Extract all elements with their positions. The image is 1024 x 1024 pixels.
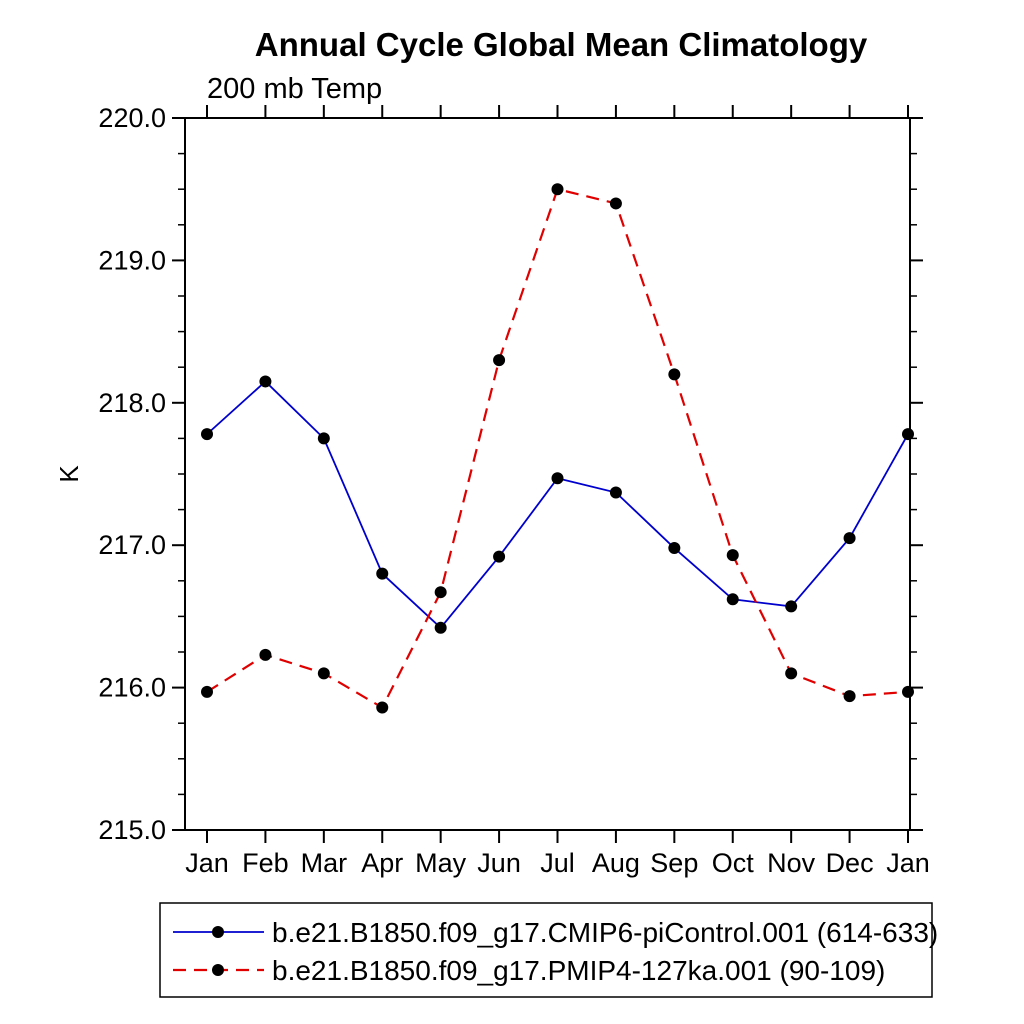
data-point-marker (726, 593, 739, 606)
legend: b.e21.B1850.f09_g17.CMIP6-piControl.001 … (159, 902, 938, 998)
data-point-marker (726, 549, 739, 562)
chart-title: Annual Cycle Global Mean Climatology (255, 26, 868, 63)
data-point-marker (668, 542, 681, 555)
x-tick-label: Jun (477, 848, 521, 878)
y-tick-label: 219.0 (98, 245, 166, 275)
data-point-marker (376, 701, 389, 714)
data-point-marker (434, 586, 447, 599)
legend-label: b.e21.B1850.f09_g17.CMIP6-piControl.001 … (272, 917, 938, 948)
x-tick-label: Oct (712, 848, 755, 878)
data-point-marker (493, 354, 506, 367)
data-point-marker (201, 428, 213, 441)
data-point-marker (902, 428, 914, 441)
x-tick-label: Apr (361, 848, 403, 878)
data-point-marker (259, 375, 272, 388)
data-point-marker (785, 667, 798, 680)
data-point-marker (317, 667, 330, 680)
x-tick-label: Feb (242, 848, 289, 878)
data-point-marker (317, 432, 330, 445)
x-tick-label: Sep (650, 848, 698, 878)
legend-box (159, 902, 933, 998)
data-point-marker (609, 486, 622, 499)
x-tick-label: Jan (886, 848, 930, 878)
plot-area: 215.0 216.0 217.0 218.0 219.0 220.0 Jan Feb Mar A… (98, 103, 929, 878)
data-point-marker (493, 550, 506, 563)
plot-frame (184, 117, 911, 831)
data-point-marker (201, 685, 213, 698)
x-tick-label: Dec (826, 848, 874, 878)
y-tick-label: 215.0 (98, 815, 166, 845)
y-tick-label: 220.0 (98, 103, 166, 133)
data-point-marker (785, 600, 798, 613)
data-point-marker (843, 690, 856, 703)
data-point-marker (551, 472, 564, 485)
data-point-marker (376, 567, 389, 580)
x-tick-label: Mar (301, 848, 348, 878)
x-tick-label: Jul (540, 848, 575, 878)
data-point-marker (259, 648, 272, 661)
x-tick-label: Nov (767, 848, 816, 878)
data-point-marker (902, 685, 914, 698)
series-line (206, 187, 909, 710)
data-point-marker (668, 368, 681, 381)
data-point-marker (609, 197, 622, 210)
y-tick-label: 218.0 (98, 388, 166, 418)
x-tick-label: Jan (185, 848, 229, 878)
y-axis-label: K (54, 465, 84, 483)
y-tick-label: 216.0 (98, 673, 166, 703)
chart-subtitle: 200 mb Temp (207, 73, 382, 105)
x-tick-label: May (415, 848, 467, 878)
series-line (206, 380, 909, 630)
legend-marker (212, 964, 224, 976)
data-point-marker (434, 621, 447, 634)
data-point-marker (551, 183, 564, 196)
data-point-marker (843, 532, 856, 545)
y-tick-label: 217.0 (98, 530, 166, 560)
legend-label: b.e21.B1850.f09_g17.PMIP4-127ka.001 (90-… (272, 955, 885, 986)
legend-marker (212, 926, 224, 938)
x-tick-label: Aug (592, 848, 640, 878)
